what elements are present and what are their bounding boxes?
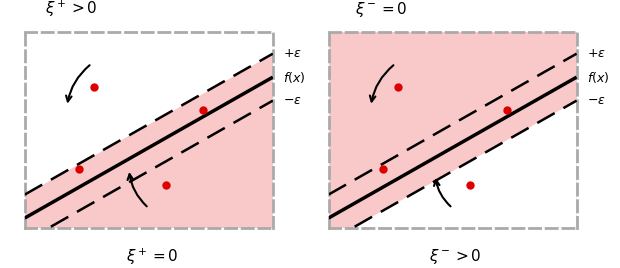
Text: $\xi^- = 0$: $\xi^- = 0$ [355, 0, 407, 19]
Text: $-\varepsilon$: $-\varepsilon$ [283, 94, 301, 107]
Text: $+\varepsilon$: $+\varepsilon$ [283, 47, 301, 60]
Text: $\xi^- > 0$: $\xi^- > 0$ [430, 247, 482, 266]
Text: $\xi^+ > 0$: $\xi^+ > 0$ [45, 0, 97, 19]
Text: $-\varepsilon$: $-\varepsilon$ [587, 94, 605, 107]
Polygon shape [329, 100, 577, 241]
Text: $\xi^+ = 0$: $\xi^+ = 0$ [126, 247, 178, 267]
Text: $+\varepsilon$: $+\varepsilon$ [587, 47, 605, 60]
Text: $f(x)$: $f(x)$ [587, 70, 609, 85]
Polygon shape [25, 32, 273, 195]
Text: $f(x)$: $f(x)$ [283, 70, 305, 85]
